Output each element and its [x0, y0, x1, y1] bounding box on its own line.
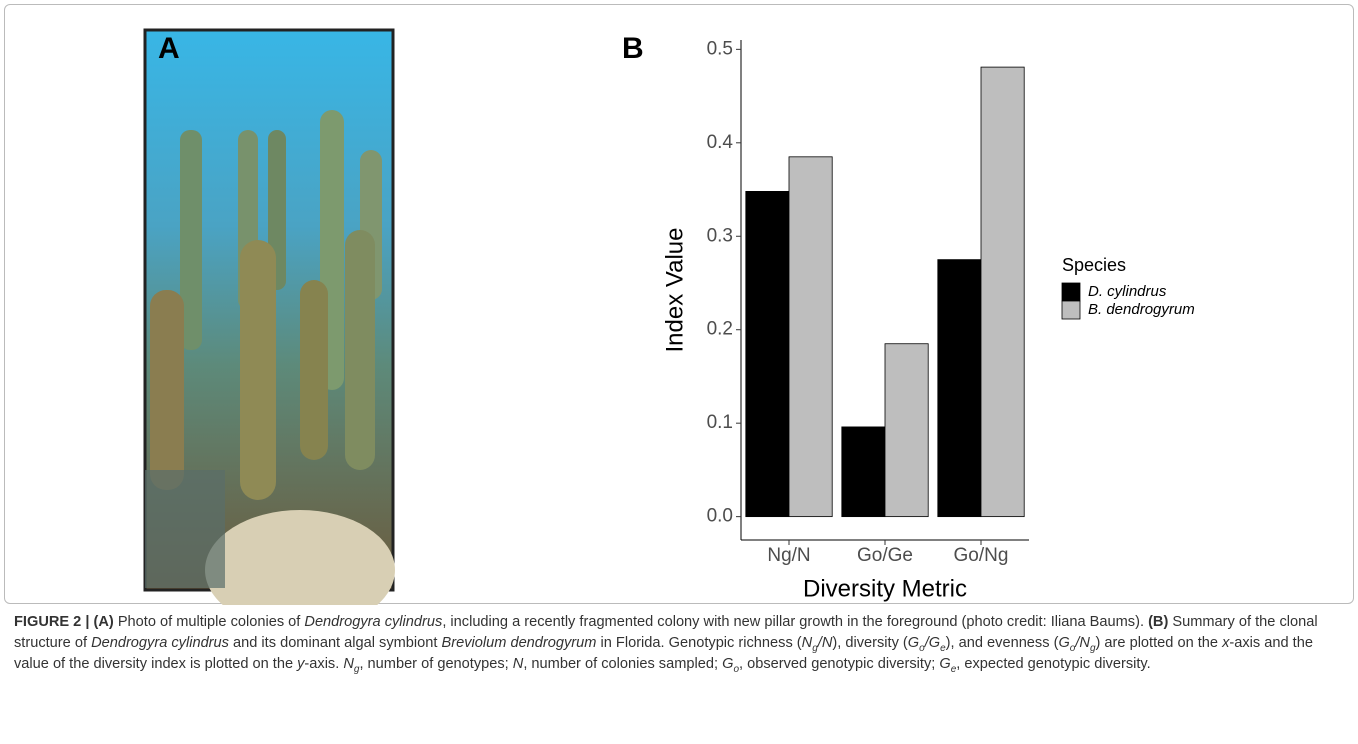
- caption-text: in Florida. Genotypic richness (: [596, 635, 802, 651]
- y-tick-label: 0.0: [707, 506, 733, 527]
- caption-text: G: [939, 656, 951, 672]
- caption-text: , observed genotypic diversity;: [739, 656, 940, 672]
- figure-frame: [4, 4, 1354, 604]
- caption: FIGURE 2 | (A) Photo of multiple colonie…: [14, 612, 1348, 675]
- caption-text: and its dominant algal symbiont: [228, 635, 442, 651]
- caption-text: , number of genotypes;: [359, 656, 513, 672]
- caption-text: g: [1089, 642, 1096, 654]
- caption-text: -axis and the value of the diversity ind…: [14, 635, 1313, 672]
- caption-text: , including a recently fragmented colony…: [442, 614, 1149, 630]
- x-axis-title: Diversity Metric: [803, 575, 967, 602]
- coral-photo: [143, 28, 395, 605]
- x-tick-label: Go/Ng: [954, 545, 1009, 566]
- y-tick-label: 0.5: [707, 38, 733, 59]
- caption-text: e: [950, 663, 957, 675]
- y-tick-label: 0.3: [707, 225, 733, 246]
- legend-label: B. dendrogyrum: [1088, 301, 1195, 318]
- caption-text: /G: [924, 635, 941, 651]
- caption-text: x: [1222, 635, 1230, 651]
- caption-text: ), and evenness (: [945, 635, 1059, 651]
- caption-text: G: [1058, 635, 1070, 651]
- caption-text: o: [919, 642, 925, 654]
- caption-text: Breviolum dendrogyrum: [441, 635, 597, 651]
- legend-title: Species: [1062, 255, 1126, 275]
- caption-text: -axis.: [304, 656, 344, 672]
- caption-text: , number of colonies sampled;: [523, 656, 723, 672]
- caption-text: /N: [1075, 635, 1090, 651]
- caption-text: Summary of the clonal structure of: [14, 614, 1318, 651]
- caption-text: o: [733, 663, 739, 675]
- y-tick-label: 0.1: [707, 412, 733, 433]
- caption-text: Photo of multiple colonies of: [113, 614, 305, 630]
- caption-text: G: [907, 635, 920, 651]
- y-tick-label: 0.4: [707, 132, 734, 153]
- caption-text: Dendrogyra cylindrus: [91, 635, 229, 651]
- caption-text: ) are plotted on the: [1095, 635, 1223, 651]
- caption-text: G: [722, 656, 734, 672]
- legend-key: [1061, 282, 1081, 302]
- y-tick-label: 0.2: [707, 319, 733, 340]
- caption-text: y: [297, 656, 305, 672]
- bar: [841, 426, 886, 518]
- caption-text: N: [512, 656, 524, 672]
- x-tick-label: Ng/N: [767, 545, 810, 566]
- caption-text: g: [812, 642, 818, 654]
- bar: [884, 343, 929, 518]
- caption-text: Dendrogyra cylindrus: [304, 614, 443, 630]
- x-tick-label: Go/Ge: [857, 545, 913, 566]
- legend-key: [1061, 300, 1081, 320]
- caption-text: ), diversity (: [832, 635, 908, 651]
- legend-label: D. cylindrus: [1088, 283, 1167, 300]
- panel-label: A: [158, 32, 180, 65]
- caption-text: , expected genotypic diversity.: [956, 656, 1151, 672]
- caption-text: e: [940, 642, 946, 654]
- bar: [788, 156, 833, 518]
- caption-text: N: [801, 635, 813, 651]
- bar: [937, 259, 982, 518]
- caption-text: g: [353, 663, 360, 675]
- caption-text: N: [343, 656, 354, 672]
- caption-text: FIGURE 2 | (A): [14, 614, 114, 630]
- caption-text: (B): [1148, 614, 1169, 630]
- figure: A B Index Value Diversity Metric Species…: [143, 28, 1195, 605]
- panel-label: B: [622, 32, 644, 65]
- y-axis-title: Index Value: [661, 228, 688, 353]
- caption-text: o: [1069, 642, 1076, 654]
- bar: [745, 191, 790, 518]
- caption-text: /N: [817, 635, 833, 651]
- bar: [980, 66, 1025, 518]
